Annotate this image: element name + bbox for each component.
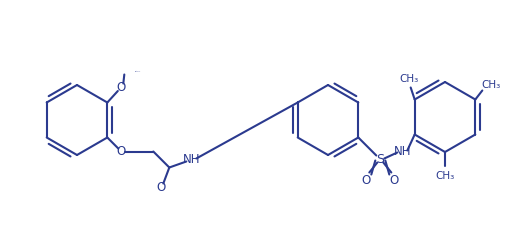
Text: CH₃: CH₃: [435, 171, 455, 181]
Text: S: S: [376, 153, 384, 166]
Text: methoxy: methoxy: [135, 71, 141, 72]
Text: O: O: [362, 174, 371, 187]
Text: CH₃: CH₃: [399, 74, 418, 83]
Text: O: O: [117, 81, 126, 94]
Text: O: O: [117, 145, 126, 158]
Text: O: O: [156, 181, 166, 194]
Text: CH₃: CH₃: [481, 81, 501, 90]
Text: NH: NH: [183, 153, 200, 166]
Text: O: O: [390, 174, 399, 187]
Text: NH: NH: [394, 145, 411, 158]
